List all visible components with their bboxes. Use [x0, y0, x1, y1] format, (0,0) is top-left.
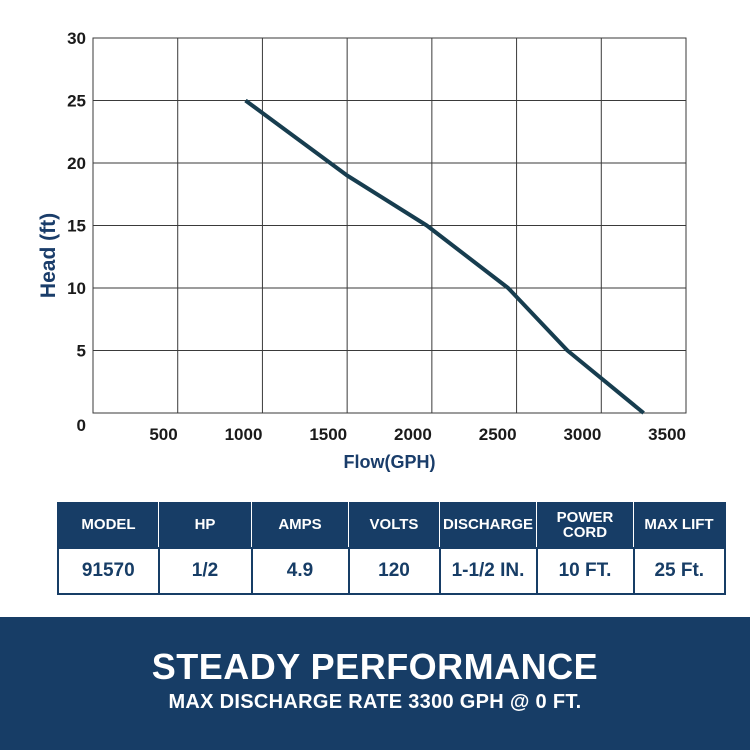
- x-tick-label: 1500: [309, 425, 347, 444]
- spec-header-amps: AMPS: [251, 502, 349, 548]
- x-tick-label: 3500: [648, 425, 686, 444]
- y-tick-label: 30: [67, 29, 86, 48]
- performance-chart: 0 5 10 15 20 25 30 500 1000 1500 2000 2500 3000 3500 F…: [37, 29, 687, 472]
- y-tick-label: 20: [67, 154, 86, 173]
- y-axis-title: Head (ft): [37, 213, 60, 298]
- x-tick-label: 2000: [394, 425, 432, 444]
- performance-banner: STEADY PERFORMANCE MAX DISCHARGE RATE 33…: [0, 617, 750, 750]
- spec-value-model: 91570: [57, 547, 160, 595]
- spec-header-model: MODEL: [57, 502, 159, 548]
- y-tick-label: 0: [77, 416, 86, 435]
- y-tick-label: 25: [67, 92, 86, 111]
- y-tick-label: 10: [67, 279, 86, 298]
- spec-value-amps: 4.9: [250, 547, 350, 595]
- spec-value-discharge: 1-1/2 IN.: [438, 547, 538, 595]
- banner-title: STEADY PERFORMANCE: [151, 646, 599, 687]
- spec-table: MODEL HP AMPS VOLTS DISCHARGE POWER CORD…: [57, 502, 726, 595]
- x-tick-label: 1000: [225, 425, 263, 444]
- spec-header-discharge: DISCHARGE: [439, 502, 537, 548]
- x-tick-label: 500: [149, 425, 177, 444]
- performance-curve: [244, 98, 645, 415]
- spec-header-power-cord: POWER CORD: [536, 502, 634, 548]
- spec-value-row: 91570 1/2 4.9 120 1-1/2 IN. 10 FT. 25 Ft…: [57, 547, 726, 595]
- spec-value-max-lift: 25 Ft.: [632, 547, 726, 595]
- y-tick-label: 15: [67, 217, 86, 236]
- spec-header-hp: HP: [158, 502, 252, 548]
- spec-value-hp: 1/2: [157, 547, 253, 595]
- spec-header-max-lift: MAX LIFT: [633, 502, 726, 548]
- y-tick-label: 5: [77, 342, 86, 361]
- plot-frame: [92, 37, 687, 414]
- banner-subtitle: MAX DISCHARGE RATE 3300 GPH @ 0 FT.: [168, 691, 582, 713]
- x-axis-title: Flow(GPH): [344, 452, 436, 472]
- spec-value-volts: 120: [347, 547, 441, 595]
- spec-value-power-cord: 10 FT.: [535, 547, 635, 595]
- spec-header-volts: VOLTS: [348, 502, 440, 548]
- x-tick-label: 2500: [479, 425, 517, 444]
- performance-chart-svg: 0 5 10 15 20 25 30 500 1000 1500 2000 2500 3000 3500 F…: [37, 29, 687, 472]
- spec-header-row: MODEL HP AMPS VOLTS DISCHARGE POWER CORD…: [57, 502, 726, 548]
- x-tick-label: 3000: [563, 425, 601, 444]
